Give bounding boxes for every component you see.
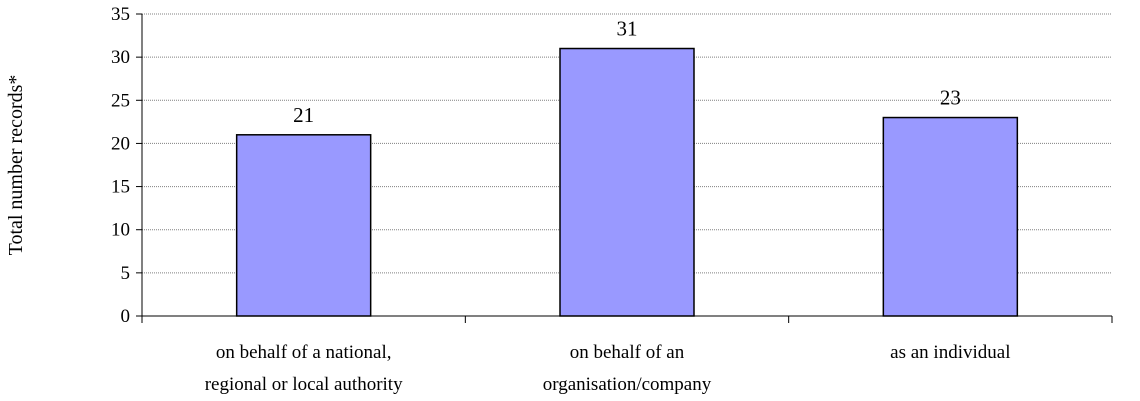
bar-data-label: 21 <box>293 103 314 127</box>
y-tick-label: 10 <box>111 220 130 241</box>
bar <box>235 134 372 317</box>
x-category-label: on behalf of an <box>570 342 685 363</box>
y-tick-label: 35 <box>111 4 130 25</box>
x-category-label: organisation/company <box>543 374 712 395</box>
y-tick-label: 20 <box>111 133 130 154</box>
labels: 0 5 10 15 20 25 30 35 21 on behalf of a national,… <box>111 4 1010 395</box>
y-tick-label: 5 <box>121 263 131 284</box>
y-tick-label: 30 <box>111 47 130 68</box>
x-category-label: on behalf of a national, <box>216 342 392 363</box>
bars <box>235 47 1019 317</box>
y-tick-label: 25 <box>111 90 130 111</box>
y-axis-title: Total number records* <box>5 75 27 256</box>
y-tick-label: 0 <box>121 306 131 327</box>
x-category-label: regional or local authority <box>205 374 403 395</box>
bar-data-label: 23 <box>940 86 961 110</box>
x-category-label: as an individual <box>890 342 1010 363</box>
axes <box>136 13 1113 323</box>
bar <box>559 47 695 317</box>
bar-data-label: 31 <box>617 17 638 41</box>
bar <box>882 116 1019 317</box>
y-tick-label: 15 <box>111 177 130 198</box>
